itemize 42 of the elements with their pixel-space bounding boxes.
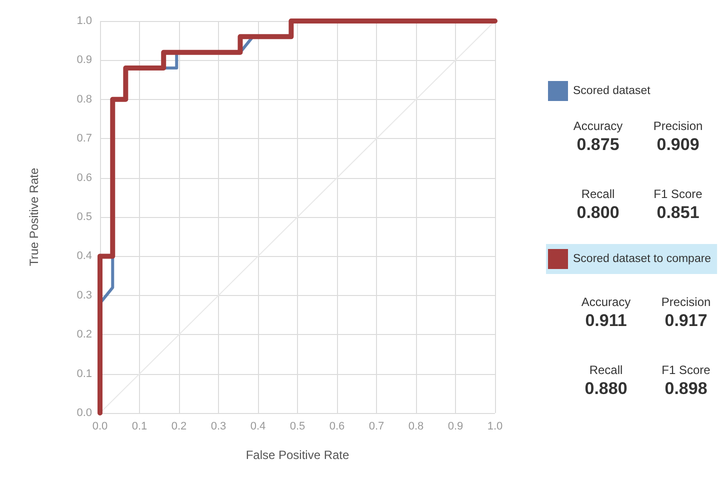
- y-tick-label: 0.2: [76, 328, 92, 341]
- y-tick-label: 0.3: [76, 289, 92, 302]
- y-tick-label: 1.0: [76, 15, 92, 27]
- text: 0.909: [656, 135, 700, 154]
- x-tick-label: 0.5: [290, 420, 306, 432]
- legend-label: Scored dataset: [573, 85, 652, 97]
- y-tick-label: 0.5: [76, 211, 92, 223]
- y-tick-label: 0.1: [76, 368, 92, 380]
- x-tick-label: 0.8: [408, 420, 424, 432]
- text: F1 Score: [662, 363, 711, 377]
- text: 0.851: [656, 203, 700, 222]
- x-tick-label: 0.1: [132, 420, 148, 432]
- y-tick-label: 0.7: [76, 132, 92, 145]
- text: 0.898: [664, 379, 708, 398]
- x-tick-label: 0.0: [92, 420, 108, 432]
- x-tick-label: 0.4: [250, 420, 266, 432]
- x-tick-label: 0.7: [368, 420, 384, 432]
- y-tick-label: 0.8: [76, 93, 92, 106]
- x-tick-label: 0.2: [171, 420, 187, 432]
- x-tick-label: 0.9: [448, 420, 464, 432]
- text: 0.880: [584, 379, 628, 398]
- x-tick-label: 0.6: [329, 420, 345, 432]
- text: Accuracy: [581, 295, 631, 309]
- text: Accuracy: [573, 119, 623, 133]
- y-tick-label: 0.4: [76, 250, 92, 262]
- legend-label: Scored dataset to compare: [573, 253, 712, 265]
- x-tick-label: 1.0: [487, 420, 503, 432]
- text: Recall: [581, 187, 615, 201]
- y-tick-label: 0.6: [76, 172, 92, 184]
- text: F1 Score: [654, 187, 703, 201]
- y-axis-title: True Positive Rate: [27, 168, 41, 266]
- text: 0.875: [576, 135, 620, 154]
- text: 0.917: [664, 311, 708, 330]
- x-axis-title: False Positive Rate: [246, 448, 350, 462]
- text: Precision: [653, 119, 703, 133]
- y-tick-label: 0.0: [76, 407, 92, 419]
- text: 0.911: [585, 311, 627, 330]
- x-tick-label: 0.3: [210, 420, 226, 432]
- y-tick-label: 0.9: [76, 54, 92, 66]
- text: Precision: [661, 295, 711, 309]
- text: Recall: [589, 363, 623, 377]
- text: 0.800: [576, 203, 620, 222]
